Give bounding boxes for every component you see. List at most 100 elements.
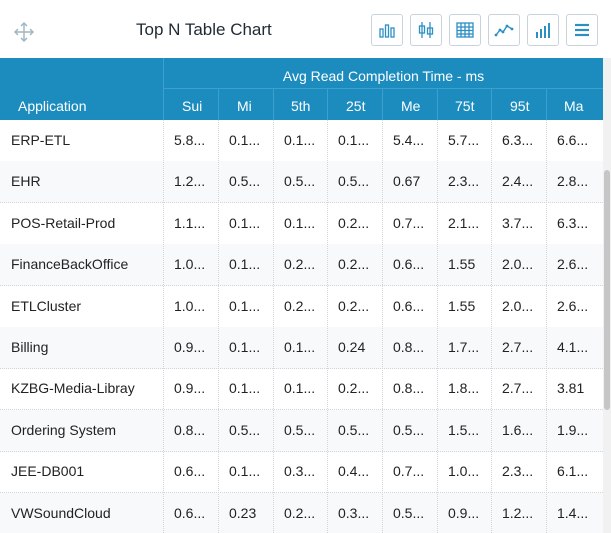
value-cell: 0.2... bbox=[284, 256, 316, 273]
value-cell: 0.2... bbox=[338, 214, 370, 231]
value-cell: 0.5... bbox=[284, 421, 316, 438]
value-cell: 1.6... bbox=[502, 421, 534, 438]
scrollbar-thumb[interactable] bbox=[604, 170, 610, 410]
value-cell: 0.4... bbox=[338, 463, 370, 480]
header-divider bbox=[491, 89, 492, 120]
value-cell: 0.2... bbox=[338, 256, 370, 273]
value-cell: 0.1... bbox=[284, 132, 316, 148]
vertical-scrollbar[interactable] bbox=[603, 58, 611, 533]
move-icon[interactable] bbox=[12, 20, 36, 44]
value-cell: 0.1... bbox=[284, 214, 316, 231]
application-name-cell: Billing bbox=[11, 339, 49, 355]
header-divider bbox=[273, 89, 274, 120]
value-cell: 0.1... bbox=[284, 339, 316, 355]
value-cell: 0.1... bbox=[229, 339, 261, 355]
column-divider bbox=[163, 120, 164, 533]
value-cell: 1.5... bbox=[448, 421, 480, 438]
value-cell: 2.6... bbox=[557, 256, 589, 273]
value-cell: 0.1... bbox=[338, 132, 370, 148]
table-row[interactable]: ERP-ETL 5.8... 0.1... 0.1... 0.1... 5.4... 5.7… bbox=[0, 120, 603, 162]
value-cell: 0.67 bbox=[393, 173, 421, 190]
value-cell: 0.23 bbox=[229, 504, 257, 521]
table-row[interactable]: POS-Retail-Prod 1.1... 0.1... 0.1... 0.2... 0… bbox=[0, 203, 603, 245]
value-cell: 0.8... bbox=[393, 339, 425, 355]
bar-chart-button[interactable] bbox=[371, 14, 403, 46]
application-name-cell: EHR bbox=[11, 173, 41, 190]
column-divider bbox=[437, 120, 438, 533]
column-header-75th[interactable]: 75t bbox=[455, 98, 475, 114]
value-cell: 1.55 bbox=[448, 297, 476, 314]
value-cell: 6.3... bbox=[557, 214, 589, 231]
value-cell: 0.1... bbox=[284, 380, 316, 397]
column-chart-icon bbox=[536, 23, 550, 38]
value-cell: 1.2... bbox=[174, 173, 206, 190]
column-header-sum[interactable]: Sui bbox=[182, 98, 203, 114]
value-cell: 0.24 bbox=[338, 339, 366, 355]
value-cell: 0.6... bbox=[174, 504, 206, 521]
value-cell: 0.7... bbox=[393, 463, 425, 480]
header-divider bbox=[218, 89, 219, 120]
table-row[interactable]: KZBG-Media-Libray 0.9... 0.1... 0.1... 0.2..… bbox=[0, 368, 603, 411]
column-divider bbox=[218, 120, 219, 533]
application-column-header[interactable]: Application bbox=[18, 98, 87, 114]
box-plot-button[interactable] bbox=[410, 14, 442, 46]
value-cell: 2.0... bbox=[502, 256, 534, 273]
header-divider bbox=[437, 89, 438, 120]
value-cell: 0.8... bbox=[174, 421, 206, 438]
value-cell: 5.4... bbox=[393, 132, 425, 148]
value-cell: 1.0... bbox=[174, 297, 206, 314]
column-header-5th[interactable]: 5th bbox=[291, 98, 311, 114]
value-cell: 6.6... bbox=[557, 132, 589, 148]
value-cell: 0.9... bbox=[174, 380, 206, 397]
table-row[interactable]: JEE-DB001 0.6... 0.1... 0.3... 0.4... 0.7... 1… bbox=[0, 451, 603, 494]
line-chart-button[interactable] bbox=[488, 14, 520, 46]
table-row[interactable]: EHR 1.2... 0.5... 0.5... 0.5... 0.67 2.3... 2.4… bbox=[0, 161, 603, 204]
table-row[interactable]: Ordering System 0.8... 0.5... 0.5... 0.5... 0… bbox=[0, 409, 603, 452]
value-cell: 2.4... bbox=[502, 173, 534, 190]
box-plot-icon bbox=[418, 22, 434, 38]
application-name-cell: POS-Retail-Prod bbox=[11, 214, 116, 231]
application-name-cell: VWSoundCloud bbox=[11, 504, 111, 521]
value-cell: 1.0... bbox=[448, 463, 480, 480]
header-divider bbox=[163, 58, 164, 120]
column-header-25th[interactable]: 25t bbox=[346, 98, 366, 114]
table-row[interactable]: FinanceBackOffice 1.0... 0.1... 0.2... 0.2..… bbox=[0, 244, 603, 287]
column-header-95th[interactable]: 95t bbox=[510, 98, 530, 114]
value-cell: 0.3... bbox=[284, 463, 316, 480]
value-cell: 0.5... bbox=[393, 504, 425, 521]
column-header-max[interactable]: Ma bbox=[564, 98, 584, 114]
chart-header: Top N Table Chart bbox=[0, 0, 611, 60]
value-cell: 1.8... bbox=[448, 380, 480, 397]
value-cell: 5.8... bbox=[174, 132, 206, 148]
value-cell: 3.81 bbox=[557, 380, 585, 397]
table-row[interactable]: Billing 0.9... 0.1... 0.1... 0.24 0.8... 1.7..… bbox=[0, 327, 603, 369]
value-cell: 2.1... bbox=[448, 214, 480, 231]
value-cell: 0.5... bbox=[338, 421, 370, 438]
value-cell: 2.7... bbox=[502, 339, 534, 355]
value-cell: 0.1... bbox=[229, 132, 261, 148]
table-view-button[interactable] bbox=[449, 14, 481, 46]
value-cell: 2.8... bbox=[557, 173, 589, 190]
column-header-min[interactable]: Mi bbox=[237, 98, 252, 114]
value-cell: 2.6... bbox=[557, 297, 589, 314]
value-cell: 0.6... bbox=[174, 463, 206, 480]
value-cell: 0.5... bbox=[284, 173, 316, 190]
menu-button[interactable] bbox=[566, 14, 598, 46]
table-row[interactable]: ETLCluster 1.0... 0.1... 0.2... 0.2... 0.6...… bbox=[0, 286, 603, 328]
table-icon bbox=[456, 22, 474, 38]
header-divider bbox=[382, 89, 383, 120]
table-header: Application Avg Read Completion Time - m… bbox=[0, 58, 603, 120]
column-divider bbox=[273, 120, 274, 533]
value-cell: 0.1... bbox=[229, 214, 261, 231]
value-cell: 0.9... bbox=[448, 504, 480, 521]
hamburger-menu-icon bbox=[575, 23, 589, 37]
column-header-median[interactable]: Me bbox=[401, 98, 421, 114]
application-name-cell: Ordering System bbox=[11, 421, 117, 438]
application-name-cell: ETLCluster bbox=[11, 297, 82, 314]
value-cell: 0.5... bbox=[393, 421, 425, 438]
value-cell: 2.7... bbox=[502, 380, 534, 397]
column-chart-button[interactable] bbox=[527, 14, 559, 46]
table-row[interactable]: VWSoundCloud 0.6... 0.23 0.2... 0.3... 0.5...… bbox=[0, 492, 603, 533]
application-name-cell: JEE-DB001 bbox=[11, 463, 85, 480]
header-divider bbox=[164, 88, 603, 89]
